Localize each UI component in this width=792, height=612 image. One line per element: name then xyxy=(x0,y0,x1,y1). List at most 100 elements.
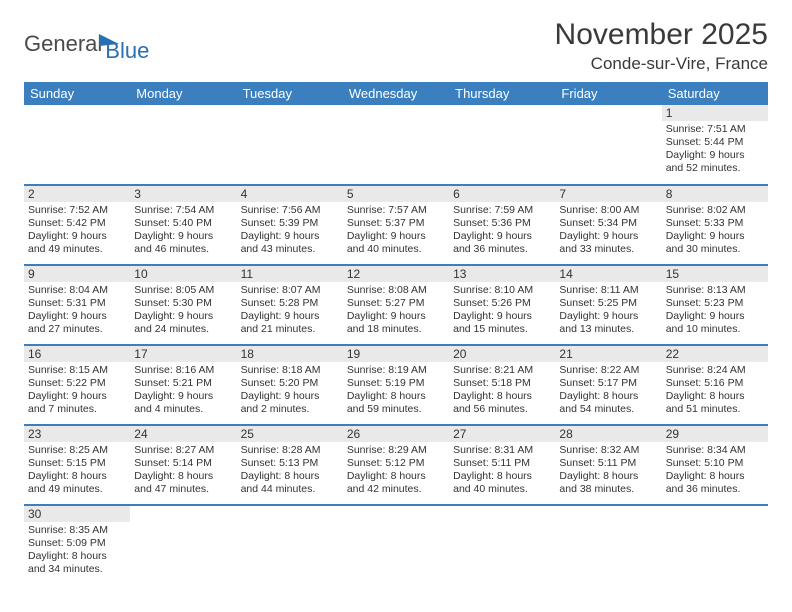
day-details: Sunrise: 7:56 AMSunset: 5:39 PMDaylight:… xyxy=(237,202,343,260)
calendar-cell: 22Sunrise: 8:24 AMSunset: 5:16 PMDayligh… xyxy=(662,345,768,425)
calendar-cell: 30Sunrise: 8:35 AMSunset: 5:09 PMDayligh… xyxy=(24,505,130,585)
day-details: Sunrise: 8:24 AMSunset: 5:16 PMDaylight:… xyxy=(662,362,768,420)
calendar-cell: 25Sunrise: 8:28 AMSunset: 5:13 PMDayligh… xyxy=(237,425,343,505)
location: Conde-sur-Vire, France xyxy=(555,54,768,74)
calendar-cell: 28Sunrise: 8:32 AMSunset: 5:11 PMDayligh… xyxy=(555,425,661,505)
calendar-cell xyxy=(130,105,236,185)
day-number: 18 xyxy=(237,346,343,362)
day-details: Sunrise: 8:21 AMSunset: 5:18 PMDaylight:… xyxy=(449,362,555,420)
logo-text-blue: Blue xyxy=(105,38,149,64)
calendar-cell: 19Sunrise: 8:19 AMSunset: 5:19 PMDayligh… xyxy=(343,345,449,425)
day-number: 9 xyxy=(24,266,130,282)
calendar-cell xyxy=(449,105,555,185)
weekday-header: Saturday xyxy=(662,82,768,105)
day-number: 4 xyxy=(237,186,343,202)
day-details: Sunrise: 8:25 AMSunset: 5:15 PMDaylight:… xyxy=(24,442,130,500)
calendar-cell: 2Sunrise: 7:52 AMSunset: 5:42 PMDaylight… xyxy=(24,185,130,265)
day-number: 12 xyxy=(343,266,449,282)
day-number: 6 xyxy=(449,186,555,202)
day-details: Sunrise: 8:07 AMSunset: 5:28 PMDaylight:… xyxy=(237,282,343,340)
calendar-cell: 15Sunrise: 8:13 AMSunset: 5:23 PMDayligh… xyxy=(662,265,768,345)
calendar-cell: 7Sunrise: 8:00 AMSunset: 5:34 PMDaylight… xyxy=(555,185,661,265)
calendar-cell: 4Sunrise: 7:56 AMSunset: 5:39 PMDaylight… xyxy=(237,185,343,265)
day-number: 25 xyxy=(237,426,343,442)
day-number: 21 xyxy=(555,346,661,362)
day-details: Sunrise: 8:08 AMSunset: 5:27 PMDaylight:… xyxy=(343,282,449,340)
day-details: Sunrise: 8:15 AMSunset: 5:22 PMDaylight:… xyxy=(24,362,130,420)
day-number: 29 xyxy=(662,426,768,442)
calendar-cell: 24Sunrise: 8:27 AMSunset: 5:14 PMDayligh… xyxy=(130,425,236,505)
day-number: 27 xyxy=(449,426,555,442)
day-number: 1 xyxy=(662,105,768,121)
day-number: 30 xyxy=(24,506,130,522)
day-number: 24 xyxy=(130,426,236,442)
weekday-header: Sunday xyxy=(24,82,130,105)
calendar-cell: 9Sunrise: 8:04 AMSunset: 5:31 PMDaylight… xyxy=(24,265,130,345)
calendar-cell: 3Sunrise: 7:54 AMSunset: 5:40 PMDaylight… xyxy=(130,185,236,265)
day-details: Sunrise: 7:57 AMSunset: 5:37 PMDaylight:… xyxy=(343,202,449,260)
calendar-cell: 20Sunrise: 8:21 AMSunset: 5:18 PMDayligh… xyxy=(449,345,555,425)
calendar-cell: 26Sunrise: 8:29 AMSunset: 5:12 PMDayligh… xyxy=(343,425,449,505)
calendar-cell: 5Sunrise: 7:57 AMSunset: 5:37 PMDaylight… xyxy=(343,185,449,265)
day-number: 10 xyxy=(130,266,236,282)
title-block: November 2025 Conde-sur-Vire, France xyxy=(555,18,768,74)
calendar-row: 9Sunrise: 8:04 AMSunset: 5:31 PMDaylight… xyxy=(24,265,768,345)
calendar-cell xyxy=(237,505,343,585)
logo: General Blue xyxy=(24,24,149,64)
day-details: Sunrise: 8:22 AMSunset: 5:17 PMDaylight:… xyxy=(555,362,661,420)
day-details: Sunrise: 8:18 AMSunset: 5:20 PMDaylight:… xyxy=(237,362,343,420)
calendar-table: Sunday Monday Tuesday Wednesday Thursday… xyxy=(24,82,768,585)
calendar-row: 1Sunrise: 7:51 AMSunset: 5:44 PMDaylight… xyxy=(24,105,768,185)
day-number: 20 xyxy=(449,346,555,362)
calendar-row: 16Sunrise: 8:15 AMSunset: 5:22 PMDayligh… xyxy=(24,345,768,425)
calendar-cell: 16Sunrise: 8:15 AMSunset: 5:22 PMDayligh… xyxy=(24,345,130,425)
day-details: Sunrise: 8:16 AMSunset: 5:21 PMDaylight:… xyxy=(130,362,236,420)
day-details: Sunrise: 8:27 AMSunset: 5:14 PMDaylight:… xyxy=(130,442,236,500)
day-number: 11 xyxy=(237,266,343,282)
logo-text-general: General xyxy=(24,31,102,57)
calendar-cell xyxy=(24,105,130,185)
day-details: Sunrise: 7:59 AMSunset: 5:36 PMDaylight:… xyxy=(449,202,555,260)
day-number: 14 xyxy=(555,266,661,282)
calendar-cell: 14Sunrise: 8:11 AMSunset: 5:25 PMDayligh… xyxy=(555,265,661,345)
day-number: 8 xyxy=(662,186,768,202)
day-number: 19 xyxy=(343,346,449,362)
day-number: 13 xyxy=(449,266,555,282)
day-details: Sunrise: 8:00 AMSunset: 5:34 PMDaylight:… xyxy=(555,202,661,260)
day-details: Sunrise: 8:10 AMSunset: 5:26 PMDaylight:… xyxy=(449,282,555,340)
calendar-cell: 11Sunrise: 8:07 AMSunset: 5:28 PMDayligh… xyxy=(237,265,343,345)
calendar-cell xyxy=(130,505,236,585)
calendar-row: 30Sunrise: 8:35 AMSunset: 5:09 PMDayligh… xyxy=(24,505,768,585)
day-details: Sunrise: 8:13 AMSunset: 5:23 PMDaylight:… xyxy=(662,282,768,340)
calendar-cell: 18Sunrise: 8:18 AMSunset: 5:20 PMDayligh… xyxy=(237,345,343,425)
day-number: 15 xyxy=(662,266,768,282)
day-details: Sunrise: 8:05 AMSunset: 5:30 PMDaylight:… xyxy=(130,282,236,340)
calendar-cell: 13Sunrise: 8:10 AMSunset: 5:26 PMDayligh… xyxy=(449,265,555,345)
calendar-cell xyxy=(555,105,661,185)
day-number: 22 xyxy=(662,346,768,362)
weekday-header: Wednesday xyxy=(343,82,449,105)
calendar-cell: 1Sunrise: 7:51 AMSunset: 5:44 PMDaylight… xyxy=(662,105,768,185)
calendar-cell: 17Sunrise: 8:16 AMSunset: 5:21 PMDayligh… xyxy=(130,345,236,425)
day-number: 28 xyxy=(555,426,661,442)
day-details: Sunrise: 8:04 AMSunset: 5:31 PMDaylight:… xyxy=(24,282,130,340)
day-details: Sunrise: 7:54 AMSunset: 5:40 PMDaylight:… xyxy=(130,202,236,260)
header: General Blue November 2025 Conde-sur-Vir… xyxy=(24,18,768,74)
day-details: Sunrise: 8:19 AMSunset: 5:19 PMDaylight:… xyxy=(343,362,449,420)
calendar-cell xyxy=(343,105,449,185)
calendar-cell xyxy=(237,105,343,185)
day-number: 5 xyxy=(343,186,449,202)
weekday-header: Thursday xyxy=(449,82,555,105)
calendar-cell: 12Sunrise: 8:08 AMSunset: 5:27 PMDayligh… xyxy=(343,265,449,345)
day-number: 2 xyxy=(24,186,130,202)
day-number: 23 xyxy=(24,426,130,442)
weekday-header: Tuesday xyxy=(237,82,343,105)
calendar-cell xyxy=(555,505,661,585)
calendar-cell xyxy=(662,505,768,585)
calendar-cell xyxy=(449,505,555,585)
day-details: Sunrise: 8:34 AMSunset: 5:10 PMDaylight:… xyxy=(662,442,768,500)
day-details: Sunrise: 7:51 AMSunset: 5:44 PMDaylight:… xyxy=(662,121,768,179)
day-number: 16 xyxy=(24,346,130,362)
day-number: 7 xyxy=(555,186,661,202)
calendar-cell: 29Sunrise: 8:34 AMSunset: 5:10 PMDayligh… xyxy=(662,425,768,505)
